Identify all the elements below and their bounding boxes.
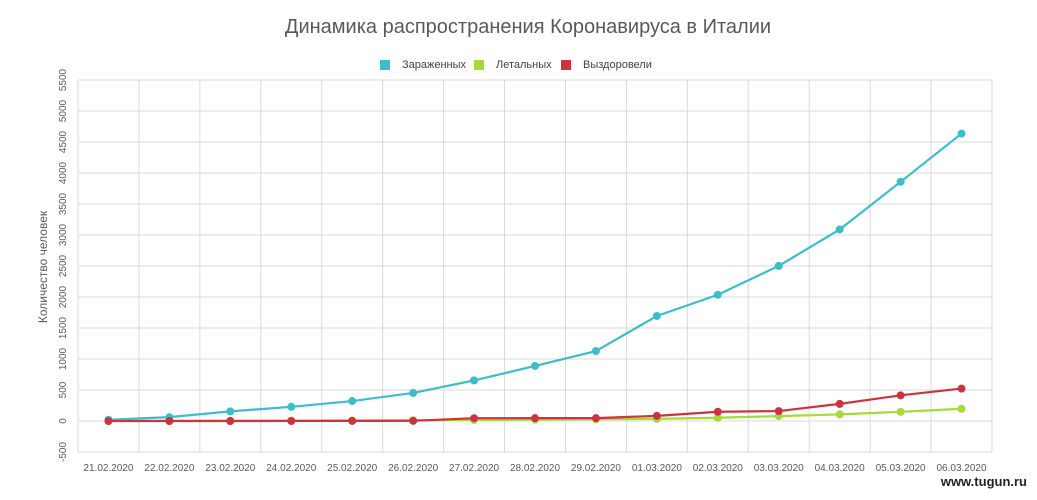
x-tick-label: 26.02.2020 (388, 463, 438, 474)
y-axis-ticks: -500 0 500 1000 1500 2000 2500 3000 3500 4000 4500… (58, 68, 69, 462)
data-point (287, 416, 296, 425)
y-tick-label: 1500 (58, 316, 69, 339)
legend-label: Выздоровели (583, 59, 652, 71)
y-tick-label: 2500 (58, 254, 69, 277)
x-tick-label: 05.03.2020 (876, 463, 926, 474)
data-point (652, 311, 661, 320)
data-point (774, 407, 783, 416)
y-tick-label: 3500 (58, 192, 69, 215)
x-tick-label: 22.02.2020 (144, 463, 194, 474)
data-point (348, 416, 357, 425)
grid (77, 79, 993, 453)
data-point (287, 402, 296, 411)
y-tick-label: 2000 (58, 285, 69, 308)
y-tick-label: 500 (58, 381, 69, 398)
data-point (409, 416, 418, 425)
data-point (652, 411, 661, 420)
legend-label: Зараженных (402, 59, 467, 71)
x-tick-label: 27.02.2020 (449, 463, 499, 474)
data-point (348, 397, 357, 406)
x-tick-label: 24.02.2020 (266, 463, 316, 474)
data-point (957, 129, 966, 138)
x-tick-label: 25.02.2020 (327, 463, 377, 474)
y-tick-label: 0 (58, 418, 69, 424)
data-point (226, 417, 235, 425)
x-tick-label: 29.02.2020 (571, 463, 621, 474)
data-point (896, 407, 905, 416)
y-axis-label: Количество человек (36, 210, 50, 323)
y-tick-label: 3000 (58, 223, 69, 246)
legend-swatch (561, 60, 571, 70)
x-tick-label: 02.03.2020 (693, 463, 743, 474)
data-point (957, 404, 966, 413)
series-layer (104, 129, 966, 425)
data-point (957, 384, 966, 393)
data-point (165, 417, 174, 425)
y-tick-label: 5000 (58, 99, 69, 122)
x-tick-label: 28.02.2020 (510, 463, 560, 474)
data-point (409, 388, 418, 397)
data-point (591, 414, 600, 423)
data-point (531, 414, 539, 423)
data-point (713, 413, 722, 422)
data-point (104, 417, 113, 425)
data-point (774, 261, 783, 270)
data-point (470, 414, 479, 423)
data-point (896, 391, 905, 400)
data-point (470, 376, 479, 385)
x-tick-label: 21.02.2020 (83, 463, 133, 474)
series-group (104, 384, 966, 425)
series-line (108, 132, 963, 421)
y-tick-label: -500 (58, 442, 69, 462)
y-tick-label: 5500 (58, 68, 69, 91)
x-tick-label: 23.02.2020 (205, 463, 255, 474)
x-axis-ticks: 21.02.2020 22.02.2020 23.02.2020 24.02.2020… (83, 463, 987, 474)
data-point (713, 290, 722, 299)
y-tick-label: 4500 (58, 130, 69, 153)
data-point (713, 407, 722, 416)
x-tick-label: 03.03.2020 (754, 463, 804, 474)
x-tick-label: 01.03.2020 (632, 463, 682, 474)
y-tick-label: 1000 (58, 347, 69, 370)
data-point (835, 399, 844, 408)
data-point (896, 177, 905, 186)
data-point (226, 407, 235, 416)
legend-swatch (380, 60, 390, 70)
chart-title: Динамика распространения Коронавируса в … (285, 16, 771, 38)
legend-swatch (474, 60, 484, 70)
data-point (835, 225, 844, 234)
legend: Зараженных Летальных Выздоровели (380, 59, 652, 71)
series-group (104, 129, 966, 424)
watermark: www.tugun.ru (940, 474, 1027, 489)
x-tick-label: 04.03.2020 (815, 463, 865, 474)
legend-label: Летальных (496, 59, 552, 71)
x-tick-label: 06.03.2020 (937, 463, 987, 474)
data-point (591, 347, 600, 356)
data-point (835, 410, 844, 419)
y-tick-label: 4000 (58, 161, 69, 184)
data-point (531, 361, 539, 370)
